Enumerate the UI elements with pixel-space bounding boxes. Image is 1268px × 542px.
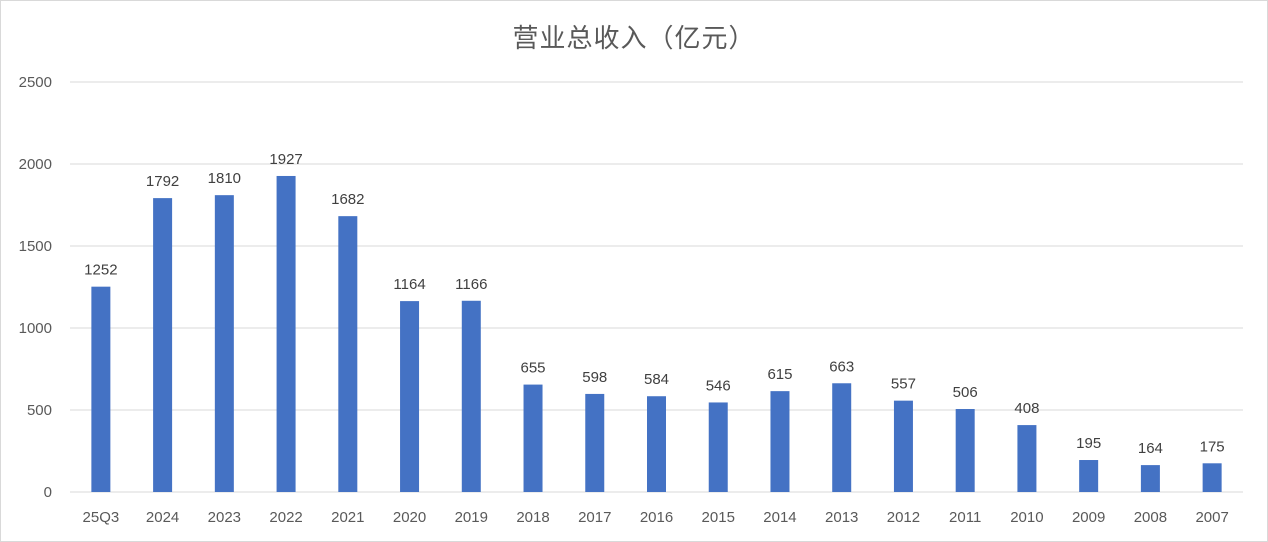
y-tick-label: 2500 bbox=[19, 74, 52, 91]
y-axis-ticks: 0 500 1000 1500 2000 2500 bbox=[19, 74, 52, 501]
bar bbox=[153, 198, 173, 492]
bars bbox=[91, 175, 1222, 493]
bar bbox=[708, 402, 728, 492]
bar bbox=[832, 383, 852, 492]
data-label: 598 bbox=[582, 369, 607, 386]
data-label: 1164 bbox=[393, 276, 425, 293]
bar bbox=[647, 396, 666, 492]
bar bbox=[893, 400, 913, 492]
bar bbox=[400, 301, 420, 492]
data-label: 1792 bbox=[146, 173, 179, 190]
x-tick-label: 2016 bbox=[640, 509, 673, 526]
x-tick-label: 2013 bbox=[825, 509, 858, 526]
data-label: 557 bbox=[891, 376, 916, 393]
x-axis-ticks: 25Q3 2024 2023 2022 2021 2020 2019 2018 2017 2016… bbox=[83, 509, 1229, 526]
bar bbox=[1017, 425, 1037, 492]
data-label: 175 bbox=[1200, 438, 1225, 455]
x-tick-label: 2015 bbox=[702, 509, 735, 526]
data-labels: 1252 1792 1810 1927 1682 1164 1166 655 598 584 546… bbox=[84, 151, 1224, 457]
x-tick-label: 25Q3 bbox=[83, 509, 120, 526]
x-tick-label: 2018 bbox=[516, 509, 549, 526]
x-tick-label: 2023 bbox=[208, 509, 241, 526]
x-tick-label: 2021 bbox=[331, 509, 364, 526]
bar bbox=[91, 286, 111, 492]
x-tick-label: 2017 bbox=[578, 509, 611, 526]
bar bbox=[1202, 463, 1222, 492]
x-tick-label: 2022 bbox=[269, 509, 302, 526]
bar bbox=[523, 384, 543, 492]
x-tick-label: 2007 bbox=[1195, 509, 1228, 526]
data-label: 655 bbox=[521, 360, 546, 377]
data-label: 1927 bbox=[269, 151, 302, 168]
data-label: 1252 bbox=[84, 262, 117, 279]
x-tick-label: 2019 bbox=[455, 509, 488, 526]
bar bbox=[770, 391, 790, 492]
x-tick-label: 2024 bbox=[146, 509, 179, 526]
y-tick-label: 2000 bbox=[19, 156, 52, 173]
data-label: 584 bbox=[644, 371, 669, 388]
x-tick-label: 2009 bbox=[1072, 509, 1105, 526]
bar bbox=[1140, 465, 1160, 492]
data-label: 663 bbox=[829, 358, 854, 375]
x-tick-label: 2010 bbox=[1010, 509, 1043, 526]
data-label: 506 bbox=[953, 384, 978, 401]
bar bbox=[214, 195, 234, 492]
bar bbox=[461, 300, 481, 492]
y-tick-label: 0 bbox=[44, 484, 52, 501]
y-tick-label: 1000 bbox=[19, 320, 52, 337]
data-label: 408 bbox=[1014, 400, 1039, 417]
bar bbox=[338, 216, 358, 493]
data-label: 615 bbox=[767, 366, 792, 383]
data-label: 1682 bbox=[331, 191, 364, 208]
x-tick-label: 2012 bbox=[887, 509, 920, 526]
data-label: 546 bbox=[706, 377, 731, 394]
bar bbox=[276, 175, 296, 493]
y-tick-label: 500 bbox=[27, 402, 52, 419]
data-label: 195 bbox=[1076, 435, 1101, 452]
chart-title: 营业总收入（亿元） bbox=[512, 24, 756, 54]
bar bbox=[585, 393, 605, 492]
data-label: 164 bbox=[1138, 440, 1163, 457]
data-label: 1810 bbox=[208, 170, 241, 187]
y-tick-label: 1500 bbox=[19, 238, 52, 255]
bar bbox=[955, 409, 975, 492]
x-tick-label: 2011 bbox=[949, 509, 981, 526]
data-label: 1166 bbox=[455, 276, 487, 293]
x-tick-label: 2008 bbox=[1134, 509, 1167, 526]
x-tick-label: 2020 bbox=[393, 509, 426, 526]
x-tick-label: 2014 bbox=[763, 509, 796, 526]
bar bbox=[1079, 460, 1099, 492]
